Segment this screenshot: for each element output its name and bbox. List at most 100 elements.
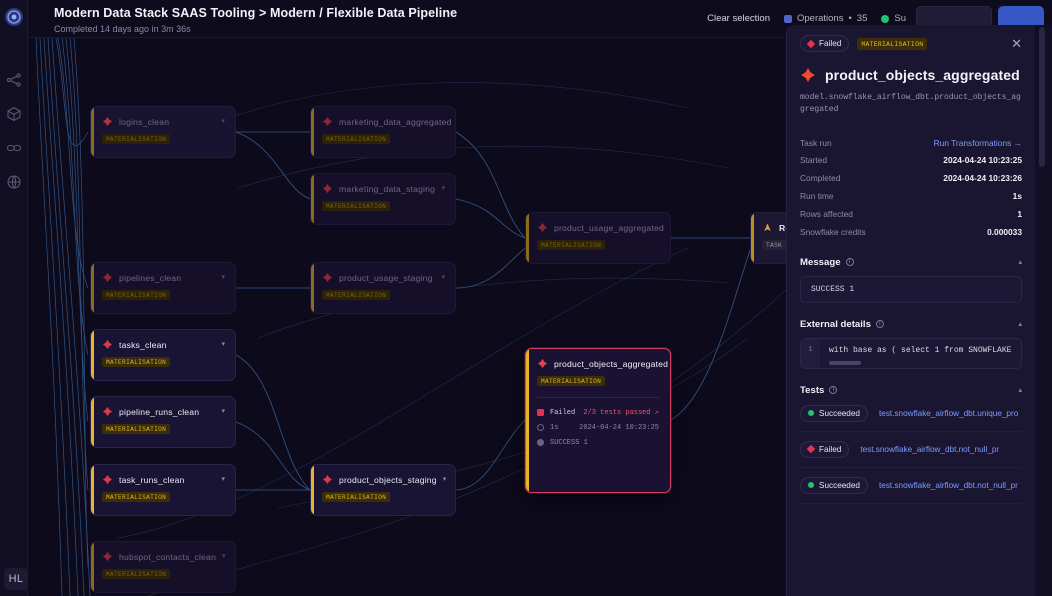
- chevron-down-icon[interactable]: ▾: [221, 274, 225, 281]
- chevron-down-icon[interactable]: ▾: [221, 476, 225, 483]
- status-badge: Failed: [800, 35, 850, 52]
- dbt-logo-icon: [537, 222, 548, 233]
- node-status-label: Failed: [550, 408, 576, 417]
- rail-icon-list: [5, 71, 23, 191]
- node-type-badge: MATERIALISATION: [102, 290, 171, 300]
- node-accent-bar: [91, 107, 94, 157]
- pipeline-graph-icon[interactable]: [5, 71, 23, 89]
- info-icon[interactable]: i: [845, 258, 854, 267]
- avatar[interactable]: HL: [4, 568, 28, 590]
- external-details-section: External details i ▴ 1 with base as ( se…: [800, 319, 1022, 369]
- chevron-down-icon[interactable]: ▾: [670, 224, 671, 231]
- dbt-logo-icon: [102, 272, 113, 283]
- test-name-link[interactable]: test.snowflake_airflow_dbt.unique_pro: [878, 408, 1019, 418]
- graph-node[interactable]: marketing_data_staging ▾ MATERIALISATION: [310, 173, 456, 225]
- node-type-badge: MATERIALISATION: [322, 134, 391, 144]
- tests-section-header[interactable]: Tests i ▴: [800, 385, 1022, 396]
- chevron-up-icon[interactable]: ▴: [1018, 259, 1022, 267]
- info-icon[interactable]: i: [875, 320, 884, 329]
- meta-value: 2024-04-24 10:23:26: [943, 173, 1022, 184]
- test-status-label: Succeeded: [819, 408, 860, 418]
- node-accent-bar: [91, 465, 94, 515]
- chevron-down-icon[interactable]: ▾: [441, 274, 445, 281]
- node-type-badge: TASK: [762, 240, 787, 250]
- graph-node[interactable]: pipeline_runs_clean ▾ MATERIALISATION: [90, 396, 236, 448]
- chevron-down-icon[interactable]: ▾: [442, 476, 447, 483]
- node-label: pipeline_runs_clean: [119, 406, 200, 417]
- top-bar: Modern Data Stack SAAS Tooling > Modern …: [28, 0, 1052, 38]
- node-label: product_usage_staging: [339, 272, 433, 283]
- graph-node[interactable]: logins_clean ▾ MATERIALISATION: [90, 106, 236, 158]
- chevron-down-icon[interactable]: ▾: [221, 408, 225, 415]
- node-type-badge: MATERIALISATION: [322, 492, 391, 502]
- message-section-header[interactable]: Message i ▴: [800, 257, 1022, 268]
- dbt-logo-icon: [322, 474, 333, 485]
- test-name-link[interactable]: test.snowflake_airflow_dbt.not_null_pr: [860, 444, 1000, 454]
- chevron-up-icon[interactable]: ▴: [1018, 387, 1022, 395]
- tests-section: Tests i ▴ Succeeded test.snowflake_airfl…: [800, 385, 1022, 504]
- chevron-down-icon[interactable]: ▾: [222, 553, 226, 560]
- clear-selection-button[interactable]: Clear selection: [707, 13, 770, 24]
- chevron-down-icon[interactable]: ▾: [221, 118, 225, 125]
- meta-value-link[interactable]: Run Transformations →: [933, 137, 1022, 148]
- node-tests-summary[interactable]: 2/3 tests passed ↗: [583, 409, 659, 417]
- graph-node[interactable]: tasks_clean ▾ MATERIALISATION: [90, 329, 236, 381]
- graph-node[interactable]: pipelines_clean ▾ MATERIALISATION: [90, 262, 236, 314]
- node-header: pipelines_clean ▾: [91, 263, 235, 283]
- code-horizontal-scrollbar[interactable]: [829, 360, 861, 365]
- cube-icon[interactable]: [5, 105, 23, 123]
- test-row[interactable]: Failed test.snowflake_airflow_dbt.not_nu…: [800, 432, 1022, 468]
- node-header: tasks_clean ▾: [91, 330, 235, 350]
- graph-node-selected[interactable]: product_objects_aggregated ▴ MATERIALISA…: [525, 348, 671, 493]
- node-accent-bar: [311, 107, 314, 157]
- panel-scrollbar[interactable]: [1035, 25, 1052, 596]
- graph-node[interactable]: hubspot_contacts_clean ▾ MATERIALISATION: [90, 541, 236, 593]
- meta-row: Started 2024-04-24 10:23:25: [800, 152, 1022, 170]
- test-name-link[interactable]: test.snowflake_airflow_dbt.not_null_pr: [878, 480, 1018, 490]
- left-rail: HL: [0, 0, 28, 596]
- node-header: product_usage_staging ▾: [311, 263, 455, 283]
- scrollbar-thumb[interactable]: [1039, 27, 1045, 167]
- code-block[interactable]: 1 with base as ( select 1 from SNOWFLAKE: [800, 337, 1022, 369]
- node-header: product_objects_aggregated ▴: [526, 349, 670, 369]
- node-header: product_objects_staging ▾: [311, 465, 455, 485]
- node-runtime-row: 1s 2024-04-24 10:23:25: [537, 420, 659, 435]
- test-row[interactable]: Succeeded test.snowflake_airflow_dbt.uni…: [800, 396, 1022, 432]
- operations-icon: [783, 14, 792, 23]
- panel-heading: product_objects_aggregated: [787, 52, 1035, 83]
- globe-settings-icon[interactable]: [5, 173, 23, 191]
- graph-node[interactable]: product_usage_aggregated ▾ MATERIALISATI…: [525, 212, 671, 264]
- test-row[interactable]: Succeeded test.snowflake_airflow_dbt.not…: [800, 468, 1022, 504]
- test-status-badge: Succeeded: [800, 476, 868, 494]
- success-label: Su: [894, 13, 906, 24]
- primary-action-button[interactable]: [998, 6, 1044, 28]
- code-text: with base as ( select 1 from SNOWFLAKE: [829, 345, 1012, 355]
- external-details-header[interactable]: External details i ▴: [800, 319, 1022, 330]
- graph-node[interactable]: task_runs_clean ▾ MATERIALISATION: [90, 464, 236, 516]
- type-badge: MATERIALISATION: [857, 37, 928, 50]
- meta-value: 0.000033: [987, 226, 1022, 237]
- info-icon[interactable]: i: [829, 386, 838, 395]
- node-header: hubspot_contacts_clean ▾: [91, 542, 235, 562]
- node-type-badge: MATERIALISATION: [322, 290, 391, 300]
- chevron-up-icon[interactable]: ▴: [1018, 321, 1022, 329]
- dbt-logo-icon: [537, 358, 548, 369]
- selected-node-details: Failed 2/3 tests passed ↗ 1s 2024-04-24 …: [537, 397, 659, 450]
- node-accent-bar: [311, 263, 314, 313]
- test-status-label: Succeeded: [819, 480, 860, 490]
- link-icon[interactable]: [5, 139, 23, 157]
- node-label: hubspot_contacts_clean: [119, 551, 217, 562]
- panel-title: product_objects_aggregated: [825, 67, 1020, 83]
- graph-node[interactable]: product_usage_staging ▾ MATERIALISATION: [310, 262, 456, 314]
- chevron-down-icon[interactable]: ▾: [221, 341, 225, 348]
- orbit-logo-icon[interactable]: [2, 5, 26, 29]
- graph-node[interactable]: marketing_data_aggregated ▾ MATERIALISAT…: [310, 106, 456, 158]
- node-type-badge: MATERIALISATION: [102, 134, 171, 144]
- details-panel: Failed MATERIALISATION ✕ product_objects…: [786, 25, 1035, 596]
- chevron-down-icon[interactable]: ▾: [441, 185, 445, 192]
- meta-value: 1: [1017, 208, 1022, 219]
- close-icon[interactable]: ✕: [1011, 36, 1022, 51]
- graph-node[interactable]: product_objects_staging ▾ MATERIALISATIO…: [310, 464, 456, 516]
- node-accent-bar: [526, 213, 529, 263]
